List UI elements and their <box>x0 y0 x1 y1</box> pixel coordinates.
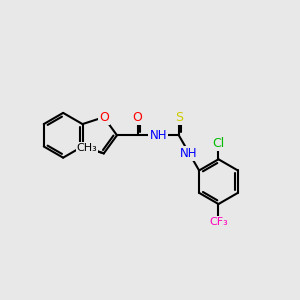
Text: NH: NH <box>180 147 198 160</box>
Text: NH: NH <box>149 129 167 142</box>
Text: O: O <box>99 111 109 124</box>
Text: Cl: Cl <box>212 136 225 150</box>
Text: CF₃: CF₃ <box>209 217 228 227</box>
Text: S: S <box>175 110 183 124</box>
Text: O: O <box>133 111 142 124</box>
Text: CH₃: CH₃ <box>76 143 98 153</box>
